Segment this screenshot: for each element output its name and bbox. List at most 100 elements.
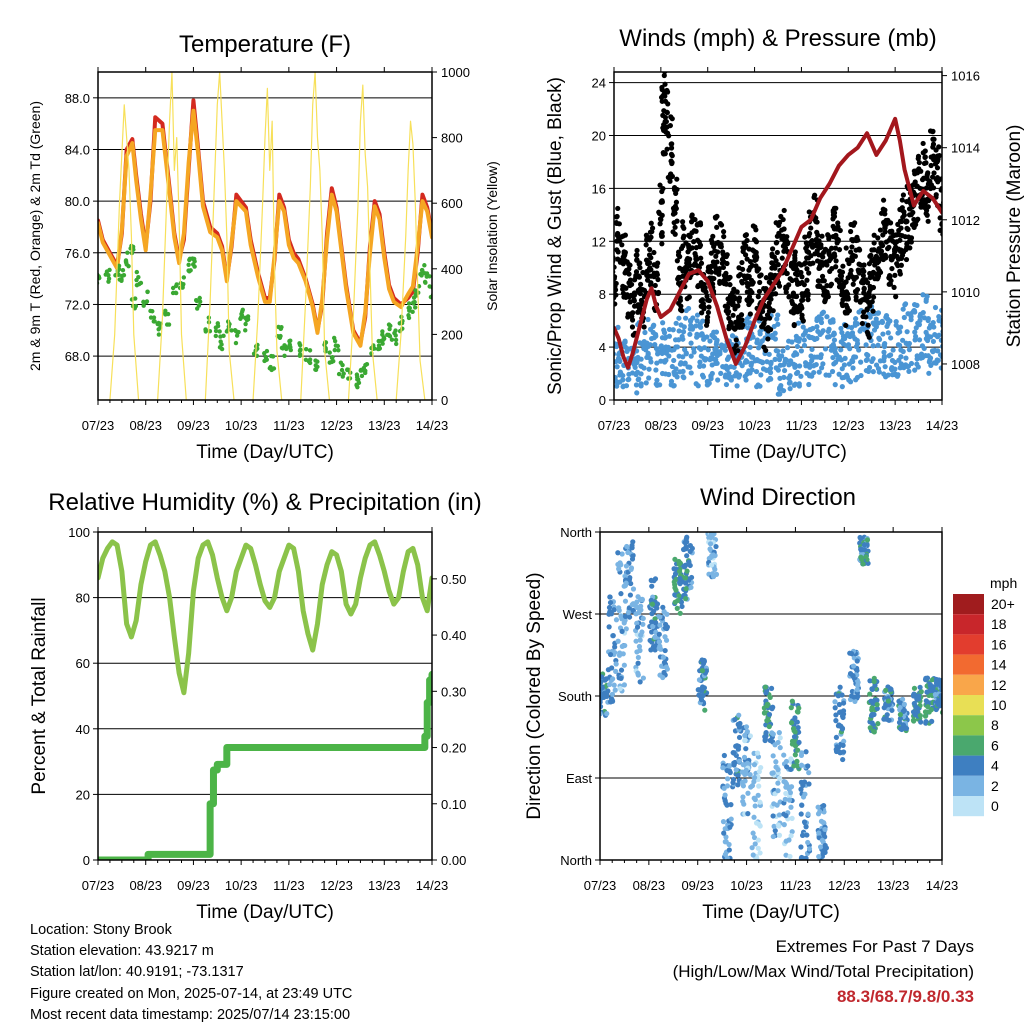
direction-point: [615, 638, 621, 644]
series-point: [796, 381, 802, 387]
direction-point: [751, 774, 758, 781]
x-tick-label: 08/23: [129, 418, 162, 433]
series-point: [910, 309, 916, 315]
series-point: [916, 322, 922, 328]
series-point: [672, 337, 679, 343]
direction-point: [789, 698, 795, 704]
direction-point: [854, 658, 860, 664]
series-point: [736, 374, 742, 380]
series-point: [645, 350, 651, 356]
series-point: [900, 192, 907, 198]
direction-point: [798, 811, 804, 817]
series-point: [890, 233, 897, 239]
direction-point: [761, 710, 768, 716]
direction-point: [836, 722, 842, 728]
series-point: [673, 366, 679, 372]
series-point: [745, 283, 751, 290]
direction-point: [789, 815, 795, 821]
series-point: [677, 297, 684, 304]
legend-swatch: [953, 775, 984, 796]
series-point: [695, 383, 701, 389]
legend-swatch: [953, 695, 984, 716]
legend-label: 14: [991, 657, 1007, 673]
series-point: [236, 329, 241, 335]
direction-point: [937, 703, 942, 709]
direction-point: [783, 813, 789, 819]
series-point: [697, 321, 703, 327]
y-tick-label: 76.0: [65, 246, 90, 261]
series-point: [893, 318, 899, 325]
series-point: [648, 359, 654, 365]
direction-point: [938, 693, 942, 699]
series-line-1: [98, 539, 432, 696]
series-point: [646, 266, 652, 272]
series-point: [661, 72, 667, 79]
series-point: [768, 296, 774, 302]
series-point: [843, 279, 849, 285]
direction-point: [804, 832, 810, 838]
x-tick-label: 12/23: [320, 418, 353, 433]
series-point: [882, 229, 888, 235]
direction-point: [796, 739, 802, 746]
direction-point: [672, 592, 678, 598]
x-tick-label: 12/23: [832, 418, 865, 433]
series-point: [708, 263, 714, 269]
series-point: [655, 260, 661, 266]
direction-point: [701, 657, 707, 664]
series-point: [765, 336, 771, 342]
direction-point: [740, 794, 746, 800]
series-point: [819, 259, 826, 266]
y-tick-label: 88.0: [65, 91, 90, 106]
direction-point: [874, 705, 880, 712]
series-point: [884, 323, 890, 330]
series-point: [717, 278, 723, 285]
direction-point: [770, 813, 776, 819]
series-point: [717, 220, 723, 227]
direction-point: [634, 599, 640, 605]
y-tick-label: 72.0: [65, 297, 90, 312]
series-point: [932, 304, 939, 311]
series-point: [792, 364, 798, 370]
series-point: [243, 321, 248, 327]
series-point: [614, 383, 620, 389]
direction-point: [659, 663, 665, 669]
series-point: [766, 315, 773, 321]
x-tick-label: 07/23: [584, 878, 617, 893]
series-point: [936, 144, 942, 150]
series-point: [683, 315, 689, 321]
series-group: [600, 532, 942, 860]
series-point: [759, 338, 765, 344]
x-tick-label: 13/23: [368, 418, 401, 433]
series-point: [297, 341, 302, 346]
direction-point: [623, 563, 630, 569]
series-point: [888, 335, 894, 341]
direction-point: [730, 776, 737, 783]
series-point: [845, 291, 851, 297]
series-point: [680, 368, 686, 375]
series-point: [749, 262, 755, 269]
series-point: [799, 312, 805, 318]
series-point: [106, 279, 111, 284]
y2-tick-label: 600: [441, 196, 463, 211]
direction-point: [833, 718, 839, 724]
x-tick-label: 12/23: [320, 878, 353, 893]
series-point: [805, 249, 812, 255]
series-point: [916, 166, 922, 172]
direction-point: [660, 654, 667, 660]
series-point: [721, 280, 727, 287]
series-point: [687, 234, 693, 240]
series-point: [245, 317, 251, 322]
series-point: [889, 228, 895, 234]
series-line-2: [98, 108, 432, 348]
series-point: [673, 371, 679, 377]
series-point: [668, 141, 674, 147]
series-point: [844, 332, 850, 339]
series-point: [715, 377, 721, 383]
series-point: [699, 297, 706, 303]
direction-point: [735, 772, 741, 778]
series-point: [735, 348, 741, 354]
series-point: [893, 294, 899, 300]
series-point: [243, 328, 248, 333]
series-point: [700, 363, 707, 369]
series-point: [376, 343, 382, 348]
